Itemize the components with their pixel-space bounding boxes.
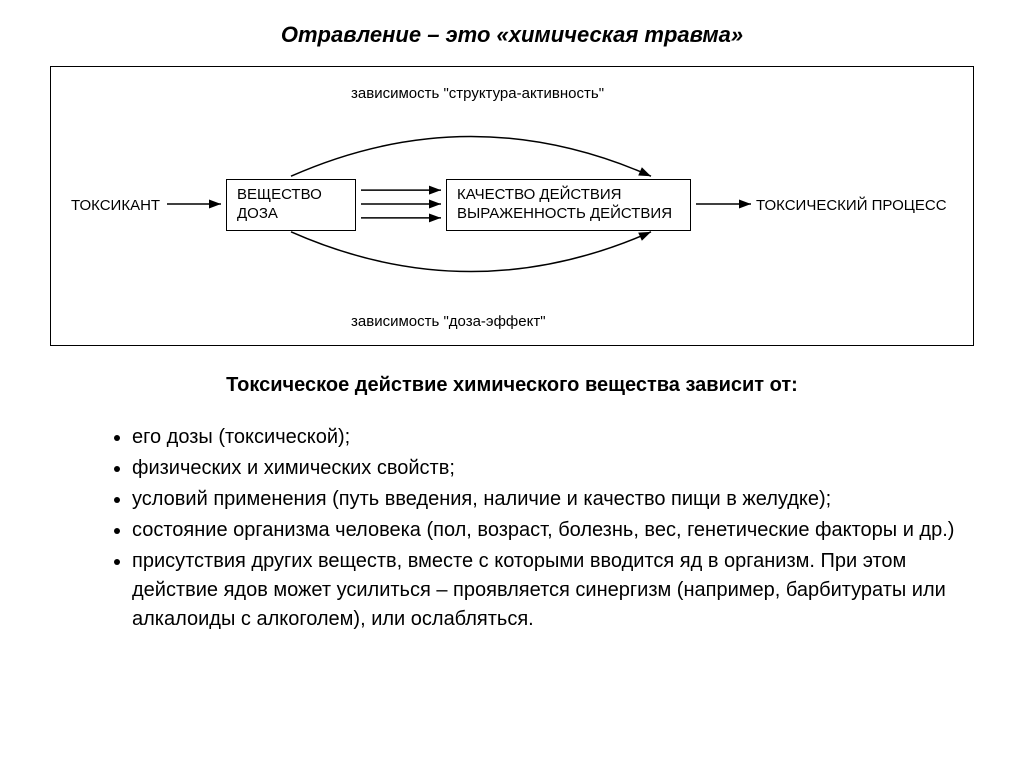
depends-on-subtitle: Токсическое действие химического веществ… [50,374,974,397]
box1-line1: ВЕЩЕСТВО [237,186,345,205]
list-item: состояние организма человека (пол, возра… [132,516,974,545]
action-quality-box: КАЧЕСТВО ДЕЙСТВИЯ ВЫРАЖЕННОСТЬ ДЕЙСТВИЯ [446,179,691,231]
slide-title: Отравление – это «химическая травма» [50,22,974,48]
box2-line2: ВЫРАЖЕННОСТЬ ДЕЙСТВИЯ [457,205,680,224]
diagram-frame: зависимость "структура-активность" завис… [50,66,974,346]
slide: Отравление – это «химическая травма» зав… [0,0,1024,767]
toxic-process-label: ТОКСИЧЕСКИЙ ПРОЦЕСС [756,197,947,215]
list-item: условий применения (путь введения, налич… [132,485,974,514]
substance-dose-box: ВЕЩЕСТВО ДОЗА [226,179,356,231]
factors-list: его дозы (токсической);физических и хими… [50,423,974,634]
toxicant-label: ТОКСИКАНТ [71,197,160,215]
box1-line2: ДОЗА [237,205,345,224]
list-item: его дозы (токсической); [132,423,974,452]
list-item: физических и химических свойств; [132,454,974,483]
diagram: зависимость "структура-активность" завис… [51,67,973,345]
dep-dose-effect-label: зависимость "доза-эффект" [351,313,546,331]
box2-line1: КАЧЕСТВО ДЕЙСТВИЯ [457,186,680,205]
dep-structure-activity-label: зависимость "структура-активность" [351,85,604,103]
list-item: присутствия других веществ, вместе с кот… [132,547,974,634]
